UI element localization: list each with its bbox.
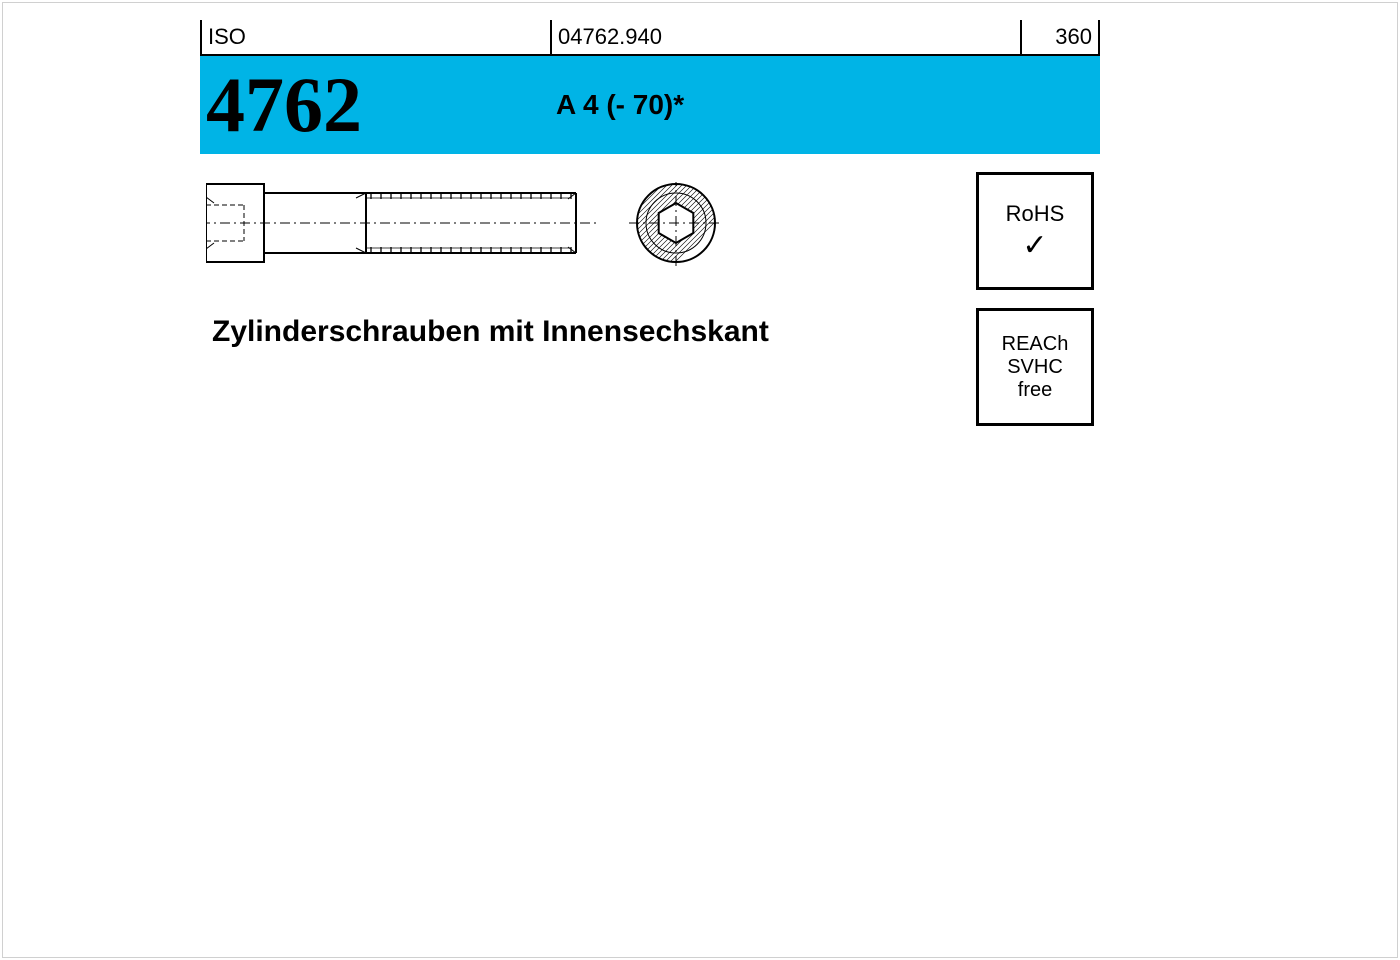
standard-number: 4762 xyxy=(206,66,362,144)
header-page-cell: 360 xyxy=(1020,20,1100,54)
rohs-badge: RoHS ✓ xyxy=(976,172,1094,290)
page-number: 360 xyxy=(1055,24,1092,50)
material-grade: A 4 (- 70)* xyxy=(550,89,1100,121)
badge-column: RoHS ✓ REACh SVHC free xyxy=(970,172,1100,426)
reach-badge: REACh SVHC free xyxy=(976,308,1094,426)
screw-diagram xyxy=(206,182,766,282)
diagram-column: Zylinderschrauben mit Innensechskant xyxy=(200,172,970,426)
reach-line3: free xyxy=(1018,379,1052,402)
product-card: ISO 04762.940 360 4762 A 4 (- 70)* Zylin… xyxy=(200,20,1100,426)
title-strip: 4762 A 4 (- 70)* xyxy=(200,56,1100,154)
article-code: 04762.940 xyxy=(558,24,662,50)
header-iso-cell: ISO xyxy=(200,20,550,54)
body-row: Zylinderschrauben mit Innensechskant RoH… xyxy=(200,154,1100,426)
header-code-cell: 04762.940 xyxy=(550,20,1020,54)
reach-line2: SVHC xyxy=(1007,356,1063,379)
rohs-label: RoHS xyxy=(1006,201,1065,226)
reach-line1: REACh xyxy=(1002,333,1069,356)
iso-label: ISO xyxy=(208,24,246,50)
product-description: Zylinderschrauben mit Innensechskant xyxy=(206,287,960,349)
header-strip: ISO 04762.940 360 xyxy=(200,20,1100,56)
check-icon: ✓ xyxy=(1022,231,1047,261)
standard-number-wrap: 4762 xyxy=(200,56,550,154)
